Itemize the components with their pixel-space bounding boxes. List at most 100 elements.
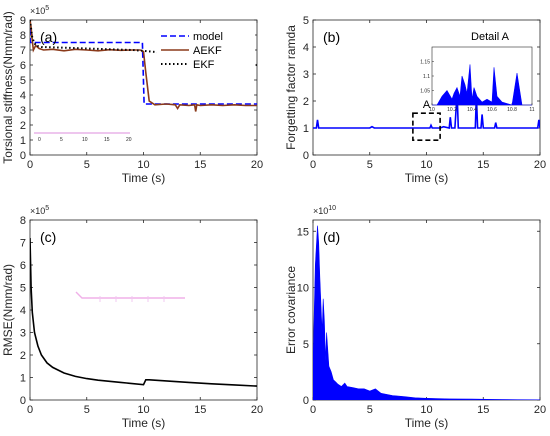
plot-area — [29, 219, 258, 401]
y-tick-label: 5 — [303, 15, 309, 27]
x-tick-label: 10 — [137, 159, 149, 171]
y-scale-exponent: ×1010 — [313, 205, 336, 216]
y-tick-label: 6 — [20, 260, 26, 272]
y-scale-exponent: ×105 — [30, 5, 49, 16]
x-axis-title: Time (s) — [405, 171, 449, 185]
legend-label: model — [193, 31, 223, 43]
panel-label: (c) — [40, 229, 56, 245]
y-tick-label: 1 — [20, 135, 26, 147]
panel-label: (d) — [323, 229, 340, 245]
x-tick-label: 15 — [477, 159, 489, 171]
chart-panel-3: 0 5 10 15 20 0 1 2 3 4 5 6 7 8 Time (s) RMSE(Nmm/rad) ×1… — [1, 205, 263, 430]
y-axis-title: RMSE(Nmm/rad) — [1, 264, 15, 356]
inset-y-tick-label: 1.15 — [420, 60, 430, 66]
y-tick-label: 3 — [20, 328, 26, 340]
y-tick-label: 4 — [20, 90, 26, 102]
y-axis-title: Forgetting factor ramda — [284, 25, 298, 150]
y-tick-label: 1 — [303, 123, 309, 135]
y-tick-label: 4 — [303, 42, 309, 54]
exponent-power: 5 — [45, 5, 49, 12]
exponent-power: 5 — [45, 205, 49, 212]
detail-box — [412, 112, 441, 141]
series-area — [313, 225, 540, 400]
legend-label: EKF — [193, 59, 215, 71]
x-tick-label: 20 — [251, 159, 263, 171]
y-tick-label: 0 — [20, 395, 26, 407]
plot-area — [312, 219, 541, 401]
x-tick-label: 0 — [27, 404, 33, 416]
y-scale-exponent: ×105 — [30, 205, 49, 216]
y-tick-label: 0 — [20, 150, 26, 162]
faded-overlay-line — [75, 291, 185, 299]
y-tick-label: 5 — [303, 339, 309, 351]
exponent-power: 10 — [328, 205, 336, 212]
y-tick-label: 8 — [20, 215, 26, 227]
series-line-0 — [30, 237, 257, 387]
exponent-base: ×10 — [313, 206, 328, 216]
faded-overlay-tick: 15 — [104, 137, 110, 143]
y-tick-label: 7 — [20, 238, 26, 250]
x-tick-label: 10 — [137, 404, 149, 416]
y-tick-label: 4 — [20, 305, 26, 317]
x-tick-label: 0 — [310, 404, 316, 416]
inset-x-tick-label: 10.4 — [467, 107, 477, 113]
x-tick-label: 10 — [420, 159, 432, 171]
x-tick-label: 0 — [310, 159, 316, 171]
series-line-0 — [313, 92, 540, 129]
chart-panel-2: 0 5 10 15 20 0 1 2 3 4 5 Time (s) Forgetting factor … — [284, 15, 546, 185]
exponent-base: ×10 — [30, 206, 45, 216]
series-line-AEKF — [30, 20, 257, 112]
y-tick-label: 5 — [20, 75, 26, 87]
inset-title: Detail A — [471, 31, 510, 43]
faded-overlay-tick: 5 — [60, 137, 63, 143]
x-tick-label: 20 — [534, 159, 546, 171]
exponent-base: ×10 — [30, 6, 45, 16]
detail-box-label: A — [423, 99, 431, 111]
faded-overlay-tick: 20 — [126, 137, 132, 143]
y-tick-label: 3 — [303, 69, 309, 81]
inset-x-tick-label: 10.8 — [507, 107, 517, 113]
inset-y-tick-label: 1.05 — [420, 89, 430, 95]
legend-label: AEKF — [193, 45, 222, 57]
y-tick-label: 2 — [20, 120, 26, 132]
faded-overlay-tick: 0 — [38, 137, 41, 143]
inset-y-tick-label: 1.1 — [423, 74, 430, 80]
inset-series-area — [432, 64, 532, 106]
y-tick-label: 7 — [20, 45, 26, 57]
x-tick-label: 0 — [27, 159, 33, 171]
y-tick-label: 10 — [297, 283, 309, 295]
y-tick-label: 1 — [20, 373, 26, 385]
inset-chart: Detail A 10 10.2 10.4 10.6 10.8 11 1.05 1.1 1.15 — [420, 31, 535, 113]
x-tick-label: 15 — [194, 159, 206, 171]
x-tick-label: 15 — [477, 404, 489, 416]
y-tick-label: 0 — [303, 395, 309, 407]
x-tick-label: 5 — [84, 159, 90, 171]
x-tick-label: 15 — [194, 404, 206, 416]
y-tick-label: 5 — [20, 283, 26, 295]
inset-x-tick-label: 10.6 — [487, 107, 497, 113]
y-tick-label: 9 — [20, 15, 26, 27]
panel-label: (a) — [40, 29, 57, 45]
x-axis-title: Time (s) — [122, 171, 166, 185]
y-tick-label: 6 — [20, 60, 26, 72]
x-tick-label: 10 — [420, 404, 432, 416]
panel-label: (b) — [323, 29, 340, 45]
y-tick-label: 2 — [303, 96, 309, 108]
y-axis-title: Torsional stiffness(Nmm/rad) — [1, 11, 15, 163]
x-tick-label: 5 — [367, 404, 373, 416]
x-axis-title: Time (s) — [405, 416, 449, 430]
x-tick-label: 20 — [534, 404, 546, 416]
y-tick-label: 8 — [20, 30, 26, 42]
y-tick-label: 0 — [303, 150, 309, 162]
chart-panel-4: 0 5 10 15 20 0 5 10 15 Time (s) Error covariance ×1… — [284, 205, 546, 430]
y-axis-title: Error covariance — [284, 266, 298, 354]
y-tick-label: 15 — [297, 226, 309, 238]
x-tick-label: 5 — [84, 404, 90, 416]
inset-x-tick-label: 11 — [529, 107, 534, 113]
x-tick-label: 5 — [367, 159, 373, 171]
inset-x-tick-label: 10.2 — [447, 107, 457, 113]
x-axis-title: Time (s) — [122, 416, 166, 430]
